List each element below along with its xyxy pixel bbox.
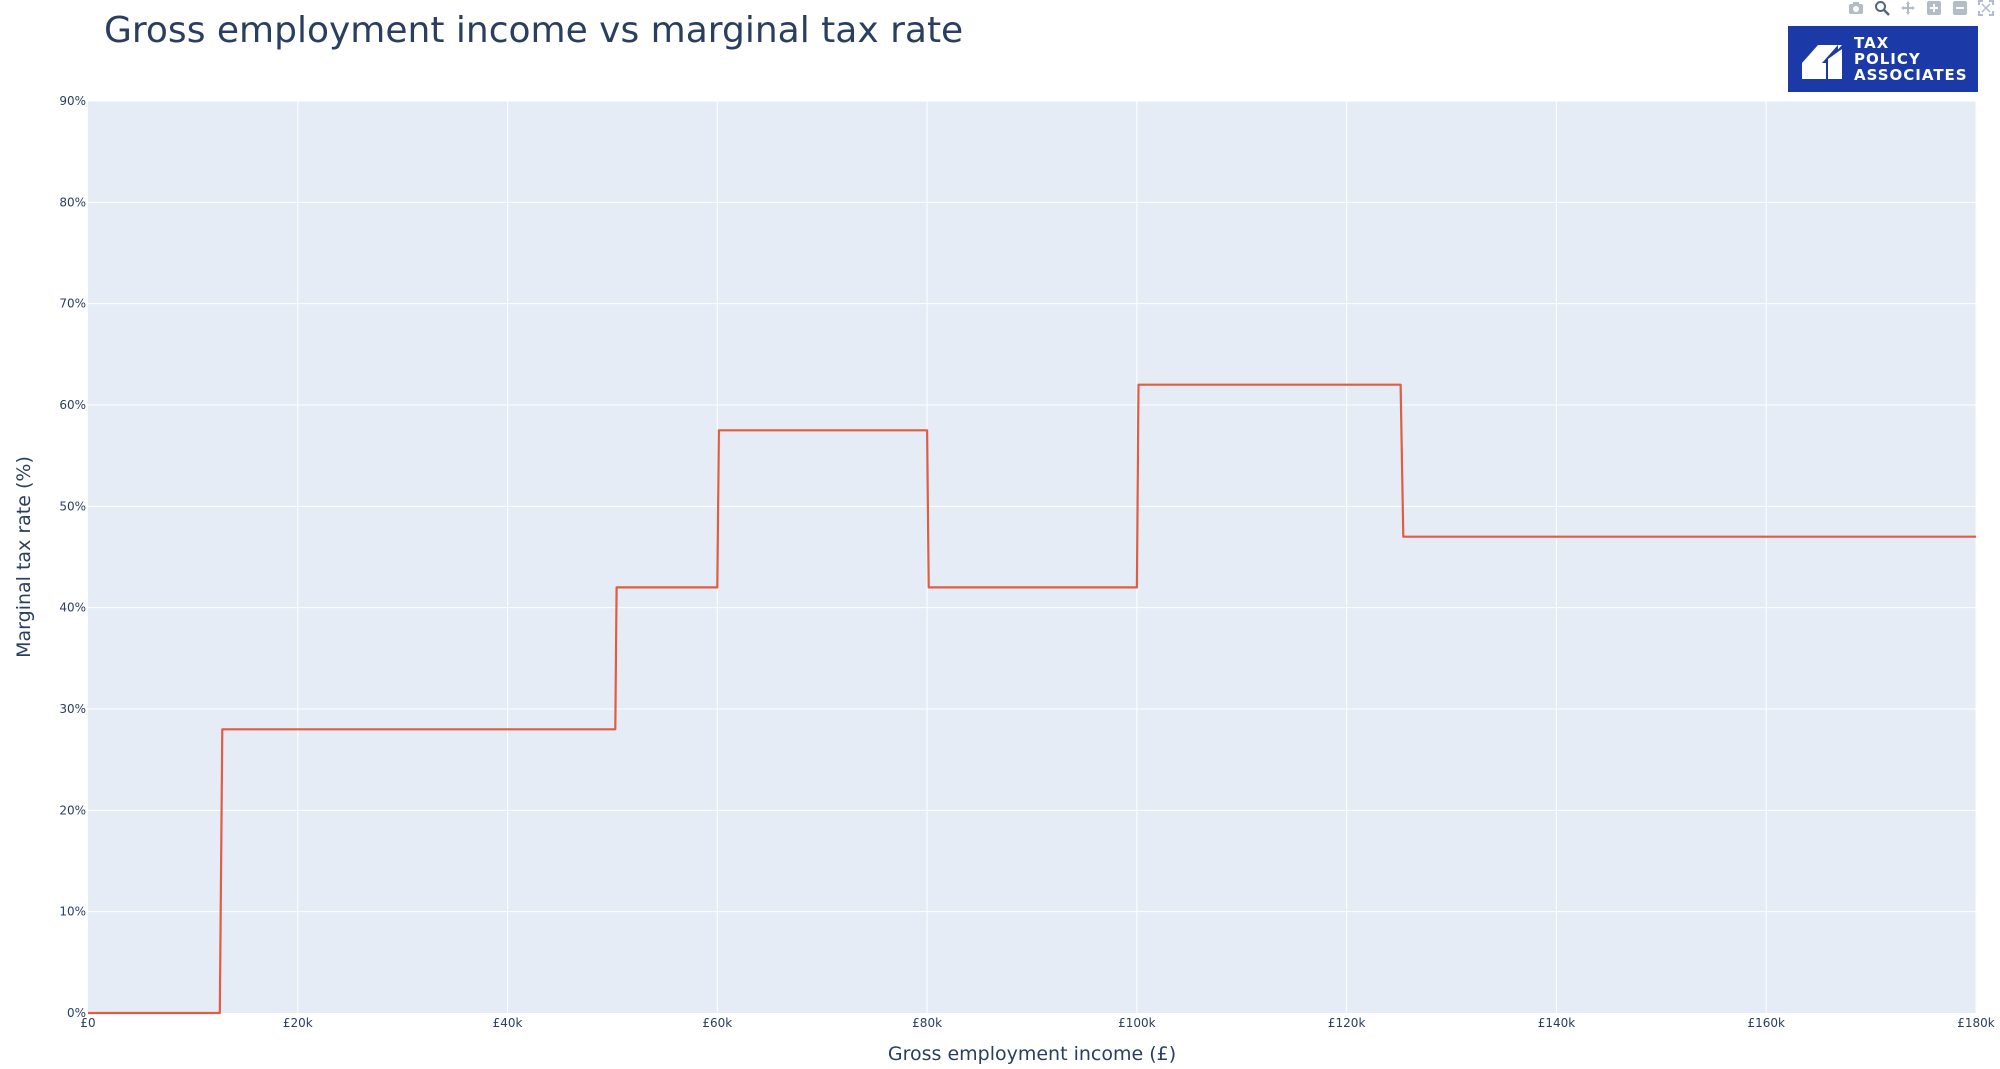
x-axis-ticks: £0 £20k £40k £60k £80k £100k £120k £140k £160k £1… bbox=[80, 1016, 1994, 1030]
logo-line-1: TAX bbox=[1854, 34, 1890, 52]
camera-icon[interactable] bbox=[1848, 0, 1864, 16]
y-tick-label: 10% bbox=[59, 905, 86, 919]
x-tick-label: £20k bbox=[283, 1016, 313, 1030]
plot-area[interactable] bbox=[88, 101, 1976, 1013]
x-tick-label: £180k bbox=[1957, 1016, 1995, 1030]
zoom-out-icon[interactable] bbox=[1952, 0, 1968, 16]
y-tick-label: 50% bbox=[59, 499, 86, 513]
logo-line-2: POLICY bbox=[1854, 50, 1921, 68]
pan-icon[interactable] bbox=[1900, 0, 1916, 16]
x-tick-label: £40k bbox=[493, 1016, 523, 1030]
y-axis-title: Marginal tax rate (%) bbox=[13, 456, 35, 658]
x-tick-label: £0 bbox=[80, 1016, 95, 1030]
y-tick-label: 60% bbox=[59, 398, 86, 412]
y-tick-label: 80% bbox=[59, 195, 86, 209]
x-tick-label: £100k bbox=[1118, 1016, 1156, 1030]
series-line[interactable] bbox=[88, 383, 1976, 1015]
gridlines bbox=[88, 100, 1977, 1013]
x-tick-label: £80k bbox=[912, 1016, 942, 1030]
y-tick-label: 20% bbox=[59, 803, 86, 817]
logo-mark-icon bbox=[1802, 45, 1842, 79]
tax-policy-associates-logo[interactable]: TAX POLICY ASSOCIATES bbox=[1788, 26, 1978, 92]
logo-wordmark: TAX POLICY ASSOCIATES bbox=[1854, 35, 1968, 83]
x-tick-label: £140k bbox=[1538, 1016, 1576, 1030]
modebar bbox=[1848, 0, 1994, 16]
x-axis-title: Gross employment income (£) bbox=[888, 1043, 1176, 1065]
y-tick-label: 30% bbox=[59, 702, 86, 716]
x-tick-label: £160k bbox=[1747, 1016, 1785, 1030]
zoom-in-icon[interactable] bbox=[1926, 0, 1942, 16]
y-tick-label: 90% bbox=[59, 94, 86, 108]
x-tick-label: £60k bbox=[702, 1016, 732, 1030]
y-tick-label: 70% bbox=[59, 297, 86, 311]
x-tick-label: £120k bbox=[1328, 1016, 1366, 1030]
zoom-icon[interactable] bbox=[1874, 0, 1890, 16]
y-axis-ticks: 0% 10% 20% 30% 40% 50% 60% 70% 80% 90% bbox=[59, 94, 86, 1020]
chart-title: Gross employment income vs marginal tax … bbox=[104, 10, 964, 51]
series-layer bbox=[88, 383, 1976, 1015]
y-tick-label: 0% bbox=[67, 1006, 86, 1020]
y-tick-label: 40% bbox=[59, 601, 86, 615]
logo-line-3: ASSOCIATES bbox=[1854, 66, 1968, 84]
autoscale-icon[interactable] bbox=[1978, 0, 1994, 16]
